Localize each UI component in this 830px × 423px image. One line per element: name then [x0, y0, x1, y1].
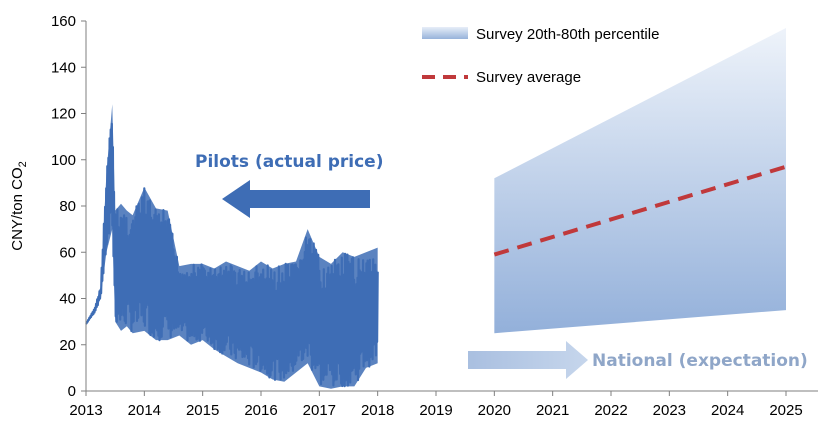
y-tick-label: 120	[51, 106, 76, 123]
survey-average-line	[493, 164, 787, 257]
x-tick-label: 2021	[536, 402, 569, 419]
y-tick-label: 60	[59, 244, 76, 261]
survey-average-layer	[493, 164, 787, 257]
legend-label-average: Survey average	[476, 69, 581, 86]
y-tick-label: 20	[59, 337, 76, 354]
x-tick-label: 2018	[361, 402, 394, 419]
x-tick-label: 2024	[711, 402, 744, 419]
legend-label-band: Survey 20th-80th percentile	[476, 26, 659, 43]
national-annotation: National (expectation)	[592, 351, 808, 371]
y-ticks: 0 20 40 60 80 100 120 140 160	[51, 13, 86, 400]
x-tick-label: 2013	[69, 402, 102, 419]
x-tick-label: 2020	[478, 402, 511, 419]
pilots-arrow	[222, 180, 370, 218]
y-tick-label: 80	[59, 198, 76, 215]
x-tick-label: 2019	[419, 402, 452, 419]
legend-swatch-band	[422, 27, 468, 39]
y-tick-label: 0	[68, 383, 76, 400]
y-tick-label: 40	[59, 291, 76, 308]
x-tick-label: 2015	[186, 402, 219, 419]
y-axis-label: CNY/ton CO2	[9, 161, 29, 250]
y-tick-label: 160	[51, 13, 76, 30]
pilots-price-layer	[85, 104, 379, 389]
x-tick-label: 2022	[594, 402, 627, 419]
y-axis-label-main: CNY/ton CO	[9, 167, 26, 250]
x-tick-label: 2023	[653, 402, 686, 419]
y-tick-label: 140	[51, 59, 76, 76]
x-ticks: 2013 2014 2015 2016 2017 2018 2019 2020 2021 2022…	[69, 391, 803, 419]
x-tick-label: 2025	[769, 402, 802, 419]
y-axis-label-subscript: 2	[17, 161, 29, 167]
national-arrow	[468, 341, 588, 379]
survey-percentile-band-layer	[494, 27, 786, 334]
legend: Survey 20th-80th percentile Survey avera…	[422, 26, 659, 86]
survey-percentile-band	[494, 27, 786, 334]
x-tick-label: 2016	[244, 402, 277, 419]
pilots-price-line	[85, 122, 379, 388]
pilots-annotation: Pilots (actual price)	[195, 152, 383, 172]
y-tick-label: 100	[51, 152, 76, 169]
x-tick-label: 2014	[128, 402, 161, 419]
x-tick-label: 2017	[303, 402, 336, 419]
